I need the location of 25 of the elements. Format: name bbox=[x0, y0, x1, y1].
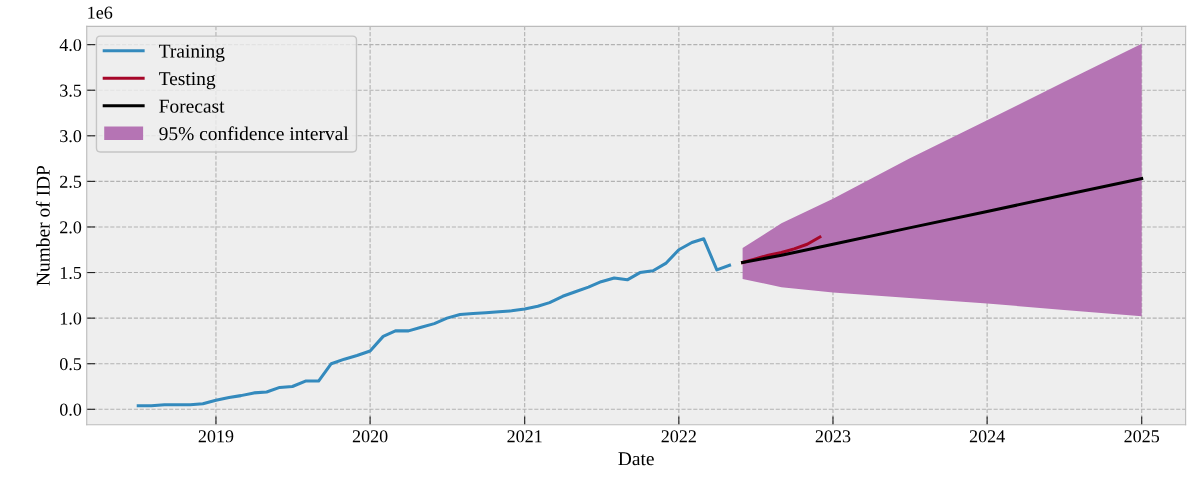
y-tick-label: 2.0 bbox=[60, 221, 82, 234]
x-tick-label: 2024 bbox=[969, 430, 1005, 443]
y-tick-label: 0.0 bbox=[59, 403, 82, 416]
line-series bbox=[136, 237, 732, 408]
y-tick-label: 2.5 bbox=[60, 175, 82, 188]
legend-label: Testing bbox=[159, 72, 216, 90]
x-tick-label: 2020 bbox=[352, 430, 388, 443]
y-tick-label: 0.5 bbox=[59, 357, 82, 371]
y-tick-label: 4.0 bbox=[59, 38, 82, 52]
x-tick-label: 2025 bbox=[1124, 430, 1160, 443]
legend-label: 95% confidence interval bbox=[159, 126, 349, 141]
y-tick-label: 1.0 bbox=[60, 312, 82, 325]
x-tick-label: 2022 bbox=[661, 430, 696, 443]
text: 1e6 bbox=[88, 6, 113, 19]
legend-label: Forecast bbox=[159, 99, 225, 113]
x-tick-label: 2023 bbox=[815, 430, 851, 443]
legend-label: Training bbox=[159, 44, 225, 62]
y-tick-label: 1.5 bbox=[60, 266, 82, 280]
x-axis-title: Date bbox=[618, 452, 654, 466]
line-series bbox=[741, 177, 1144, 265]
x-tick-label: 2021 bbox=[507, 430, 542, 443]
y-axis-title: Number of IDP bbox=[35, 165, 50, 286]
x-tick-label: 2019 bbox=[198, 430, 234, 443]
y-tick-label: 3.5 bbox=[60, 84, 82, 97]
y-tick-label: 3.0 bbox=[60, 130, 82, 143]
